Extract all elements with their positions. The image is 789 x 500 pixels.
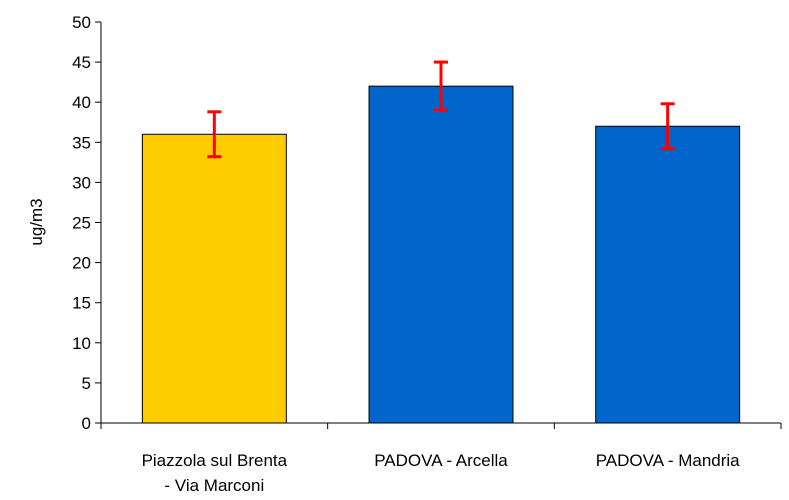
axes bbox=[100, 22, 782, 429]
y-tick-label: 40 bbox=[72, 93, 91, 112]
y-tick-label: 35 bbox=[72, 133, 91, 152]
y-tick-label: 45 bbox=[72, 53, 91, 72]
y-axis-ticks: 0 5 10 15 20 25 30 35 40 45 50 bbox=[72, 13, 101, 433]
x-category-label: PADOVA - Arcella bbox=[374, 451, 508, 470]
y-tick-label: 30 bbox=[72, 173, 91, 192]
y-tick-label: 5 bbox=[82, 374, 91, 393]
y-tick-label: 10 bbox=[72, 334, 91, 353]
x-category-label: Piazzola sul Brenta bbox=[142, 451, 288, 470]
y-tick-label: 15 bbox=[72, 294, 91, 313]
y-tick-label: 50 bbox=[72, 13, 91, 32]
bar bbox=[368, 85, 514, 424]
x-category-label: PADOVA - Mandria bbox=[596, 451, 740, 470]
bars bbox=[141, 85, 741, 424]
error-bars bbox=[207, 60, 675, 159]
x-category-label: - Via Marconi bbox=[164, 476, 264, 495]
y-tick-label: 0 bbox=[82, 414, 91, 433]
x-axis-labels: Piazzola sul Brenta - Via Marconi PADOVA -… bbox=[142, 451, 741, 495]
bar bbox=[141, 133, 287, 424]
y-axis-title: ug/m3 bbox=[27, 198, 46, 245]
y-tick-label: 20 bbox=[72, 254, 91, 273]
y-tick-label: 25 bbox=[72, 214, 91, 233]
bar bbox=[595, 125, 741, 424]
